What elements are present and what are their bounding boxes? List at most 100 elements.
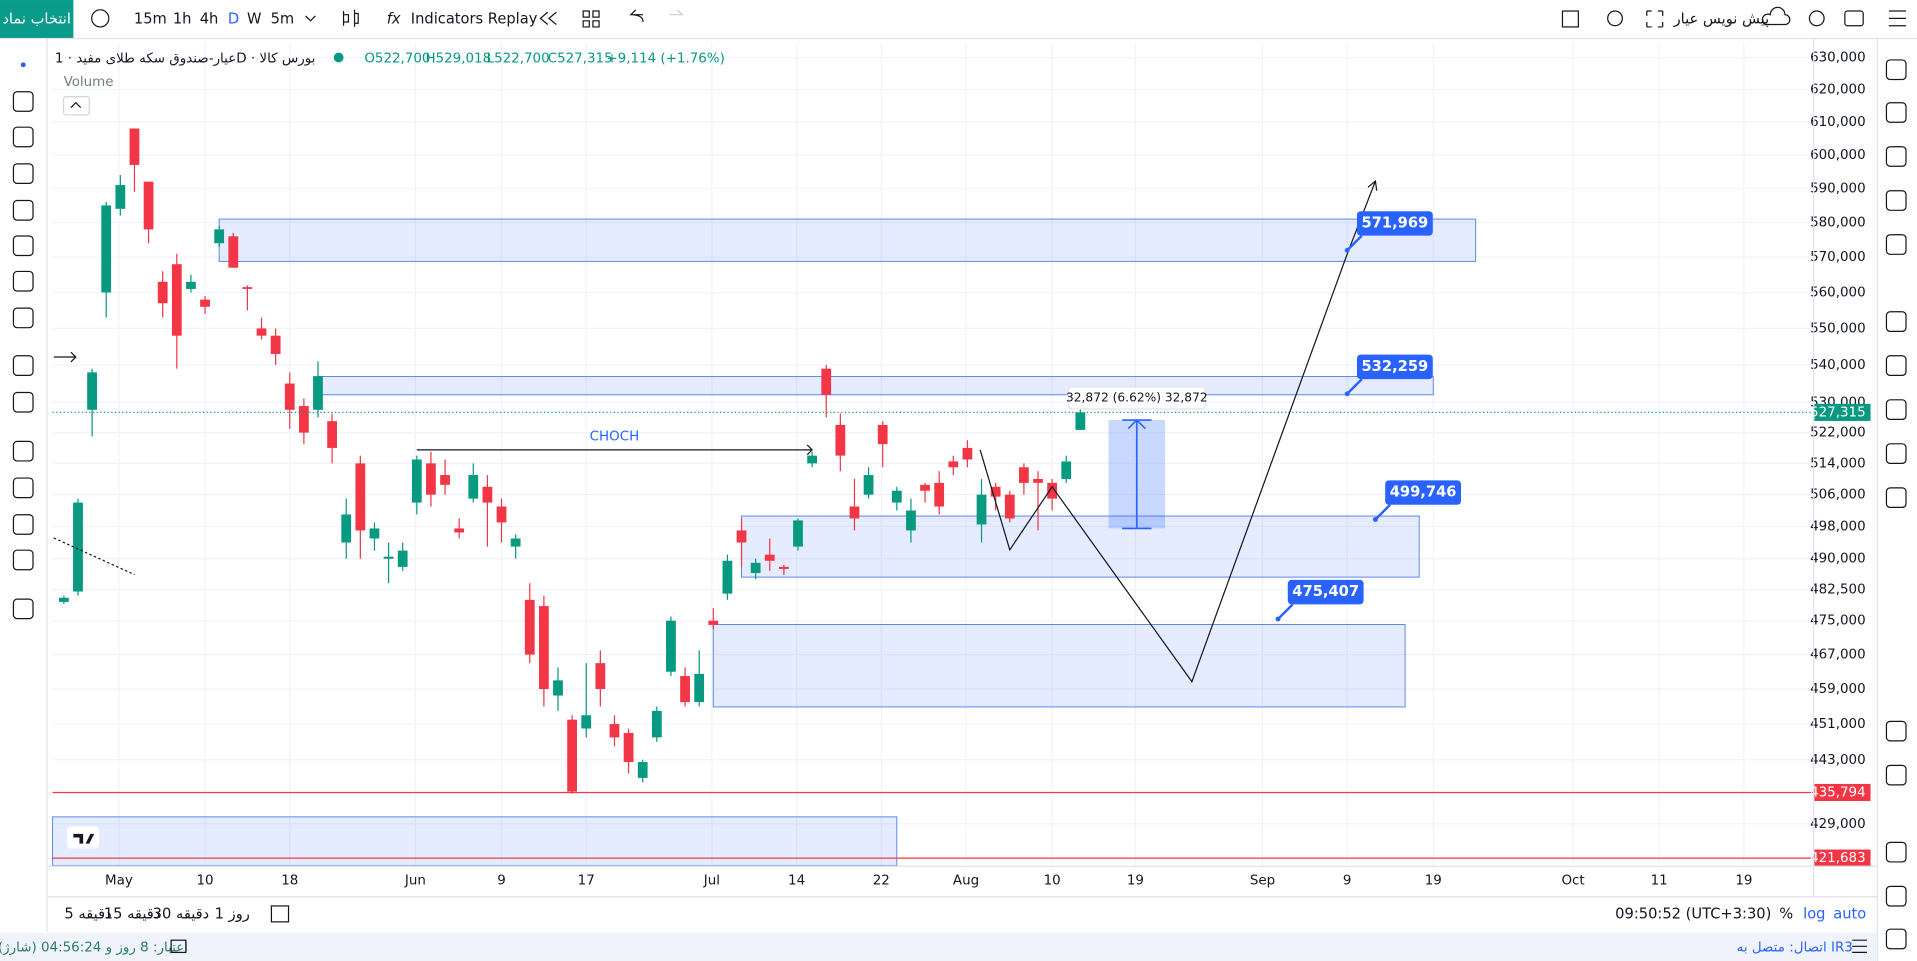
sidebar-icon[interactable] — [1885, 928, 1907, 950]
ohlc-open: O522,700 — [364, 52, 430, 67]
menu-icon[interactable] — [1888, 10, 1906, 27]
sidebar-icon[interactable] — [1885, 355, 1907, 376]
cloud-icon[interactable] — [1761, 6, 1791, 26]
sidebar-icon[interactable] — [1885, 443, 1907, 464]
candle-body — [1047, 482, 1058, 499]
measure-arrow — [1122, 418, 1152, 530]
tool-icon[interactable] — [12, 270, 34, 292]
target-pointer — [1346, 234, 1363, 252]
tool-icon[interactable] — [12, 440, 34, 462]
sidebar-icon[interactable] — [1885, 885, 1907, 907]
fullscreen-box-icon[interactable] — [1561, 10, 1579, 28]
undo-icon[interactable] — [629, 9, 644, 23]
layout-icon[interactable] — [582, 10, 600, 28]
sidebar-icon[interactable] — [1885, 764, 1907, 786]
tool-icon[interactable] — [12, 199, 34, 221]
y-tick-label: 467,000 — [1810, 648, 1866, 663]
interval-dropdown[interactable] — [305, 15, 316, 22]
clock: 09:50:52 (UTC+3:30) — [1615, 906, 1771, 923]
sidebar-icon[interactable] — [1885, 146, 1907, 167]
tool-icon[interactable] — [12, 391, 34, 413]
add-symbol-icon[interactable] — [91, 9, 110, 28]
sidebar-icon[interactable] — [1885, 102, 1907, 123]
projection-path — [979, 180, 1376, 683]
chart-type-icon[interactable] — [342, 9, 359, 27]
tool-icon[interactable] — [20, 62, 26, 68]
candle-body — [482, 486, 493, 503]
sidebar-icon[interactable] — [1885, 399, 1907, 420]
collapse-legend[interactable] — [62, 95, 90, 116]
candle-body — [595, 663, 606, 690]
tool-icon[interactable] — [12, 307, 34, 329]
tool-icon[interactable] — [12, 477, 34, 499]
fx-icon[interactable]: fx — [387, 11, 401, 28]
zoom-icon[interactable] — [1607, 10, 1623, 27]
interval[interactable]: W — [247, 11, 262, 28]
layout-name[interactable]: پیش نویس عیار — [1673, 11, 1770, 28]
expand-icon[interactable] — [1646, 10, 1664, 28]
candle-body — [637, 762, 648, 778]
ohlc-low: L522,700 — [487, 52, 550, 67]
range-button[interactable]: 5 دقیقه — [64, 906, 111, 923]
indicators-button[interactable]: Indicators — [411, 11, 483, 28]
replay-icon[interactable] — [539, 11, 557, 25]
candle-body — [1018, 467, 1029, 483]
y-tick-label: 514,000 — [1810, 456, 1866, 471]
candle-body — [736, 530, 747, 543]
sidebar-icon[interactable] — [1885, 190, 1907, 211]
settings-icon[interactable] — [1808, 10, 1825, 27]
interval[interactable]: 15m — [134, 11, 167, 28]
measure-label-bg — [1067, 386, 1206, 410]
date-range-icon[interactable] — [270, 905, 290, 923]
sidebar-icon[interactable] — [1885, 841, 1907, 863]
interval[interactable]: 5m — [271, 11, 295, 28]
candle-body — [411, 459, 422, 503]
connection-status: اتصال: متصل به IR3 — [1737, 941, 1853, 956]
auto-toggle[interactable]: auto — [1833, 906, 1866, 923]
sidebar-icon[interactable] — [1885, 720, 1907, 742]
interval[interactable]: 4h — [200, 11, 219, 28]
candle-body — [849, 506, 860, 519]
zone — [218, 218, 1477, 262]
price-label: 421,683 — [1810, 851, 1866, 866]
candle-body — [101, 205, 112, 293]
candle-body — [708, 620, 719, 625]
target-pointer — [1346, 378, 1363, 395]
symbol-button-label[interactable]: انتخاب نماد — [2, 11, 71, 28]
redo-icon[interactable] — [669, 9, 684, 16]
symbol-button[interactable] — [0, 0, 74, 38]
percent-toggle[interactable]: % — [1779, 906, 1793, 923]
collapse-icon — [70, 101, 82, 109]
target-point — [1275, 616, 1281, 622]
tool-icon[interactable] — [12, 355, 34, 376]
sidebar-icon[interactable] — [1885, 59, 1907, 81]
range-button[interactable]: 15 دقیقه — [104, 906, 161, 923]
candle-body — [143, 181, 154, 230]
tool-icon[interactable] — [12, 126, 34, 148]
volume-legend[interactable]: Volume — [64, 75, 114, 90]
sidebar-icon[interactable] — [1885, 487, 1907, 509]
candle-body — [468, 475, 479, 499]
target-point — [1344, 247, 1350, 253]
candle-body — [87, 372, 97, 410]
tool-icon[interactable] — [12, 235, 34, 257]
sidebar-icon[interactable] — [1885, 234, 1907, 255]
market-status-dot — [333, 52, 344, 63]
sidebar-icon[interactable] — [1885, 311, 1907, 332]
tool-icon[interactable] — [12, 163, 34, 185]
tool-icon[interactable] — [12, 514, 34, 535]
tool-icon[interactable] — [12, 549, 34, 571]
y-tick-label: 580,000 — [1810, 216, 1866, 231]
tool-icon[interactable] — [12, 91, 34, 112]
candle-body — [764, 554, 775, 561]
interval-active[interactable]: D — [228, 11, 239, 28]
range-button[interactable]: 1 روز — [215, 906, 250, 923]
replay-button[interactable]: Replay — [488, 11, 538, 28]
candle-body — [835, 424, 846, 456]
price-label-bg — [1814, 403, 1871, 421]
range-button[interactable]: 30 دقیقه — [153, 906, 210, 923]
snapshot-icon[interactable] — [1844, 10, 1864, 27]
interval[interactable]: 1h — [173, 11, 192, 28]
tool-icon[interactable] — [12, 598, 34, 620]
log-toggle[interactable]: log — [1803, 906, 1825, 923]
